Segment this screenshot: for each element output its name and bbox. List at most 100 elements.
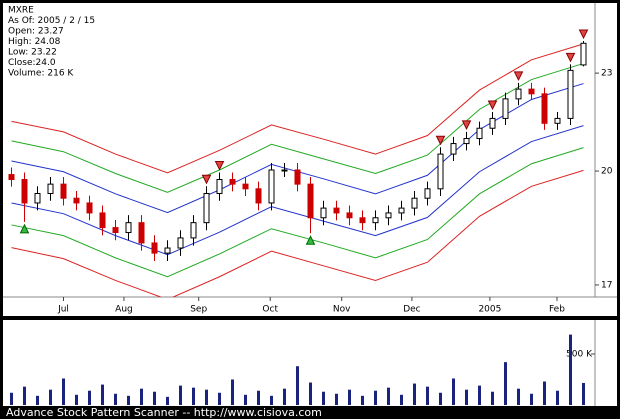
info-line: Open: 23.27 [8, 27, 64, 37]
band-line [11, 43, 584, 174]
volume-bar [478, 385, 481, 405]
volume-bar [400, 394, 403, 405]
volume-bar [205, 389, 208, 405]
buy-signal [305, 235, 316, 245]
candle-body [112, 227, 119, 234]
candle-body [476, 127, 483, 140]
info-line: MXRE [8, 6, 34, 16]
candle-body [541, 93, 548, 124]
volume-bar [452, 378, 455, 405]
band-line [11, 125, 584, 256]
candle-body [229, 179, 236, 185]
candle-body [99, 212, 106, 229]
volume-bar [426, 386, 429, 405]
candle-body [450, 143, 457, 155]
x-tick-label: Nov [333, 305, 351, 315]
volume-bar [153, 391, 156, 405]
candle-body [125, 222, 132, 234]
sell-signal [578, 29, 589, 40]
band-line [11, 147, 584, 278]
y-tick-label: 500 K [566, 349, 593, 359]
volume-bar [465, 389, 468, 405]
candle-body [320, 207, 327, 219]
volume-bar [10, 392, 13, 405]
volume-bar [283, 388, 286, 405]
sell-signal [201, 174, 212, 185]
volume-bar [140, 388, 143, 405]
x-tick-label: Dec [403, 305, 420, 315]
candle-body [502, 98, 509, 119]
candle-body [177, 237, 184, 249]
sell-signal [565, 52, 576, 63]
candle-body [281, 169, 288, 172]
candle-body [242, 183, 249, 190]
volume-bar [335, 393, 338, 405]
x-tick-label: Jul [57, 305, 69, 315]
volume-bar [504, 362, 507, 405]
x-tick-label: Sep [190, 305, 207, 315]
volume-bar [543, 381, 546, 405]
candle-body [216, 179, 223, 194]
y-tick-label: 17 [601, 280, 612, 290]
footer: Advance Stock Pattern Scanner -- http://… [6, 406, 322, 419]
candle-body [190, 222, 197, 239]
candle-body [47, 183, 54, 194]
x-tick-label: Aug [115, 305, 133, 315]
volume-bar [179, 385, 182, 405]
volume-bar [556, 390, 559, 405]
volume-bar [114, 393, 117, 405]
candle-body [567, 69, 574, 119]
candle-body [515, 88, 522, 100]
volume-bar [569, 334, 572, 405]
volume-bar [101, 384, 104, 405]
candle-body [21, 179, 28, 204]
candle-body [151, 242, 158, 254]
volume-bar [491, 391, 494, 405]
volume-bar [127, 395, 130, 405]
candle-body [554, 117, 561, 124]
info-line: As Of: 2005 / 2 / 15 [8, 16, 95, 26]
band-line [11, 169, 584, 297]
volume-bar [361, 395, 364, 405]
candle-body [268, 169, 275, 204]
x-tick-label: Feb [549, 305, 565, 315]
candle-body [164, 247, 171, 254]
volume-bar [296, 366, 299, 405]
volume-bar [218, 392, 221, 405]
volume-bar [322, 391, 325, 405]
candle-body [463, 138, 470, 145]
y-tick-label: 20 [601, 167, 613, 177]
candle-body [86, 202, 93, 214]
volume-bar [374, 390, 377, 405]
info-line: Volume: 216 K [8, 69, 74, 79]
candle-body [411, 197, 418, 209]
volume-bar [192, 387, 195, 405]
sell-signal [513, 71, 524, 82]
candle-body [580, 42, 587, 66]
volume-bar [530, 393, 533, 405]
info-line: Close:24.0 [8, 58, 56, 68]
info-line: High: 24.08 [8, 37, 61, 47]
candle-body [307, 183, 314, 219]
candle-body [359, 217, 366, 224]
volume-bar [23, 386, 26, 405]
sell-signal [487, 100, 498, 111]
buy-signal [19, 223, 30, 234]
band-line [11, 62, 584, 193]
price-panel [3, 3, 617, 316]
sell-signal [435, 135, 446, 146]
candle-body [34, 192, 41, 204]
volume-bar [270, 395, 273, 405]
volume-bar [582, 382, 585, 405]
volume-bar [439, 392, 442, 405]
sell-signal [214, 160, 225, 171]
volume-bar [88, 390, 91, 405]
candle-body [255, 188, 262, 204]
candle-body [528, 88, 535, 95]
volume-bar [49, 389, 52, 405]
y-tick-label: 23 [601, 69, 612, 79]
candle-body [138, 222, 145, 244]
candle-body [385, 212, 392, 219]
